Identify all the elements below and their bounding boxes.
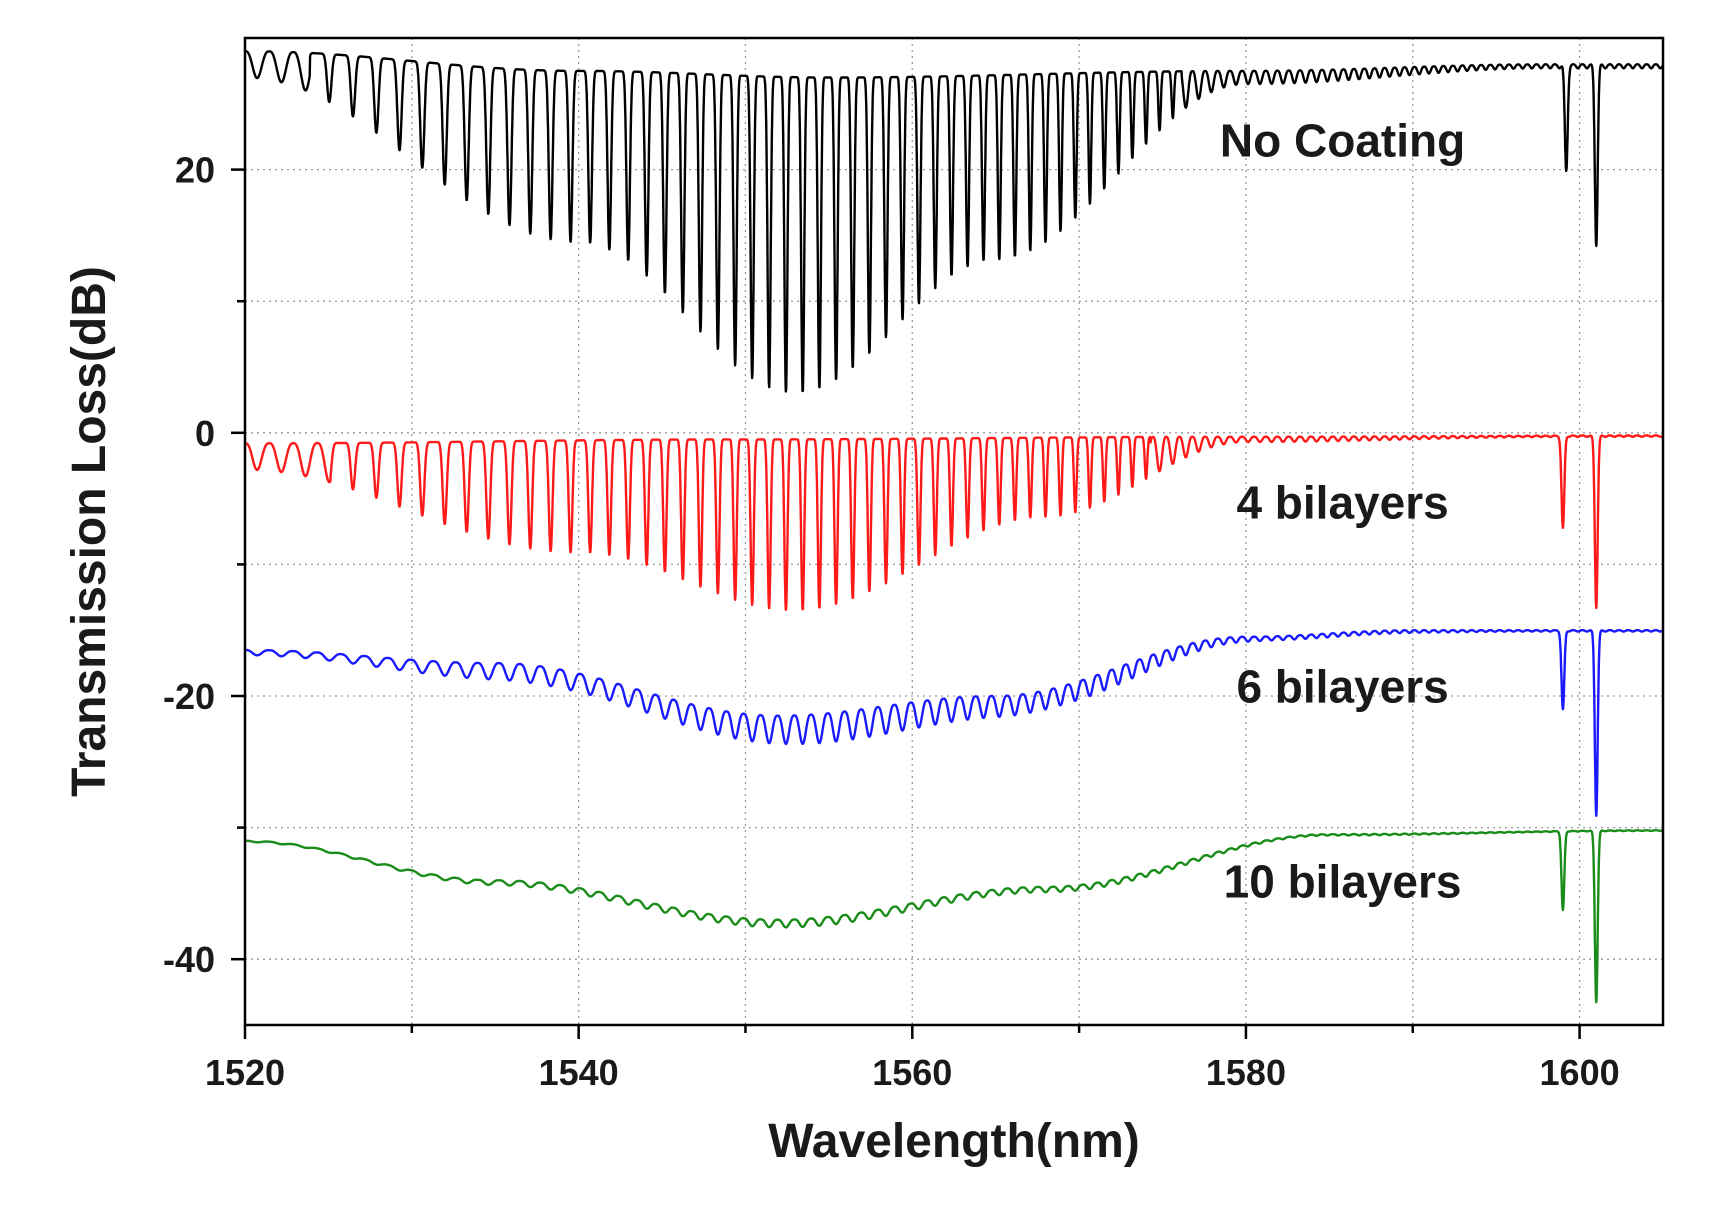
series-line-2 (244, 434, 1664, 611)
series-line-4 (244, 829, 1664, 1004)
series-line-3 (244, 629, 1664, 817)
x-tick-label: 1600 (1540, 1052, 1620, 1093)
y-tick-label: 20 (175, 150, 215, 191)
series-label-4: 10 bilayers (1224, 855, 1462, 907)
x-tick-label: 1520 (205, 1052, 285, 1093)
plot-frame (243, 36, 1665, 1027)
series-layer (244, 50, 1664, 1004)
y-tick-label: 0 (195, 413, 215, 454)
x-tick-label: 1560 (872, 1052, 952, 1093)
series-label-2: 4 bilayers (1236, 476, 1448, 528)
series-label-3: 6 bilayers (1236, 661, 1448, 713)
x-tick-label: 1580 (1206, 1052, 1286, 1093)
label-layer: 1520 1540 1560 1580 1600 20 0 -20 -40 No Coating 4… (163, 114, 1620, 1093)
series-line-1 (244, 50, 1664, 393)
y-tick-label: -40 (163, 939, 215, 980)
tick-layer (231, 168, 1581, 1039)
x-tick-label: 1540 (539, 1052, 619, 1093)
y-axis-title: Transmission Loss(dB) (63, 266, 116, 797)
x-axis-title: Wavelength(nm) (768, 1115, 1140, 1168)
series-label-1: No Coating (1220, 114, 1465, 166)
y-tick-label: -20 (163, 676, 215, 717)
